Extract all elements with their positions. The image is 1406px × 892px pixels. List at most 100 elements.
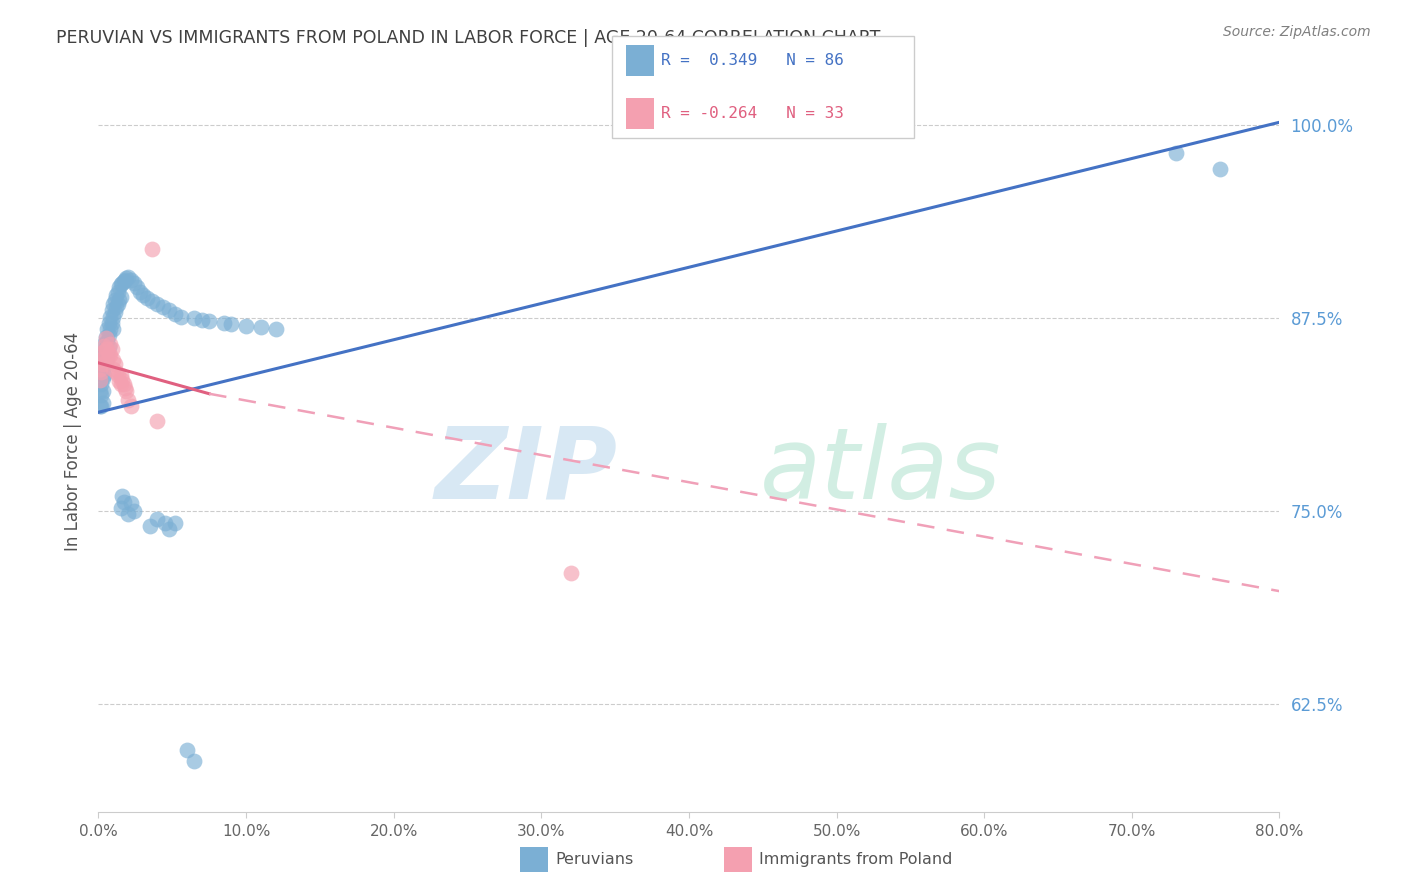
Point bbox=[89, 384, 111, 398]
Point bbox=[117, 507, 139, 521]
Text: ZIP: ZIP bbox=[434, 423, 619, 520]
Point bbox=[93, 337, 115, 351]
Text: PERUVIAN VS IMMIGRANTS FROM POLAND IN LABOR FORCE | AGE 20-64 CORRELATION CHART: PERUVIAN VS IMMIGRANTS FROM POLAND IN LA… bbox=[56, 29, 880, 46]
Point bbox=[191, 312, 214, 326]
Point bbox=[97, 346, 120, 360]
Point bbox=[90, 388, 112, 402]
Point bbox=[91, 345, 114, 359]
Point bbox=[122, 276, 145, 290]
Point bbox=[112, 377, 135, 392]
Point bbox=[98, 348, 121, 362]
Point bbox=[91, 352, 114, 367]
Point bbox=[90, 365, 112, 379]
Point bbox=[94, 331, 117, 345]
Point bbox=[136, 291, 159, 305]
Point bbox=[90, 377, 112, 392]
Point bbox=[110, 377, 132, 392]
Point bbox=[93, 346, 115, 360]
Point bbox=[111, 489, 134, 503]
Point bbox=[157, 523, 180, 537]
Point bbox=[115, 271, 138, 285]
Point bbox=[100, 316, 122, 330]
Point bbox=[146, 415, 169, 429]
Point bbox=[221, 318, 243, 332]
Point bbox=[235, 318, 257, 333]
Point bbox=[165, 306, 187, 320]
Point bbox=[120, 399, 142, 413]
Point bbox=[108, 293, 131, 307]
Point bbox=[560, 566, 582, 580]
Point bbox=[250, 320, 273, 334]
Point bbox=[91, 358, 114, 372]
Point bbox=[89, 373, 111, 387]
Point bbox=[91, 396, 114, 410]
Point bbox=[94, 329, 117, 343]
Point bbox=[132, 288, 155, 302]
Point bbox=[110, 368, 132, 383]
Point bbox=[89, 373, 111, 387]
Point bbox=[89, 362, 111, 376]
Point bbox=[96, 346, 118, 360]
Point bbox=[96, 342, 118, 356]
Point bbox=[91, 371, 114, 385]
Text: atlas: atlas bbox=[759, 423, 1001, 520]
Point bbox=[89, 365, 111, 379]
Point bbox=[183, 754, 205, 768]
Point bbox=[93, 350, 115, 364]
Point bbox=[90, 358, 112, 372]
Point bbox=[104, 305, 127, 319]
Point bbox=[97, 341, 120, 355]
Point bbox=[103, 362, 125, 376]
Point bbox=[105, 288, 128, 302]
Point bbox=[139, 519, 162, 533]
Point bbox=[93, 358, 115, 372]
Point bbox=[93, 339, 115, 353]
Point bbox=[104, 293, 127, 307]
Point bbox=[111, 373, 134, 387]
Point bbox=[96, 322, 118, 336]
Text: Peruvians: Peruvians bbox=[555, 853, 634, 867]
Point bbox=[105, 365, 128, 379]
Point bbox=[93, 368, 115, 383]
Point bbox=[97, 328, 120, 343]
Point bbox=[117, 269, 139, 284]
Point bbox=[114, 380, 136, 394]
Point bbox=[94, 352, 117, 367]
Point bbox=[103, 352, 125, 367]
Point bbox=[98, 322, 121, 336]
Point bbox=[1209, 161, 1232, 176]
Point bbox=[100, 303, 122, 318]
Point bbox=[170, 310, 193, 324]
Text: Immigrants from Poland: Immigrants from Poland bbox=[759, 853, 953, 867]
Point bbox=[264, 322, 287, 336]
Point bbox=[110, 500, 132, 515]
Point bbox=[115, 384, 138, 398]
Point bbox=[152, 301, 174, 315]
Point bbox=[103, 310, 125, 324]
Point bbox=[110, 277, 132, 292]
Point bbox=[117, 392, 139, 407]
Text: R = -0.264   N = 33: R = -0.264 N = 33 bbox=[661, 106, 844, 121]
Point bbox=[91, 362, 114, 376]
Point bbox=[107, 297, 129, 311]
Point bbox=[157, 303, 180, 318]
Y-axis label: In Labor Force | Age 20-64: In Labor Force | Age 20-64 bbox=[65, 332, 83, 551]
Point bbox=[103, 322, 125, 336]
Point bbox=[98, 310, 121, 324]
Point bbox=[125, 280, 148, 294]
Point bbox=[90, 365, 112, 379]
Point bbox=[104, 358, 127, 372]
Point bbox=[107, 285, 129, 299]
Point bbox=[94, 341, 117, 355]
Text: Source: ZipAtlas.com: Source: ZipAtlas.com bbox=[1223, 25, 1371, 39]
Point bbox=[91, 384, 114, 398]
Point bbox=[176, 743, 198, 757]
Point bbox=[165, 516, 187, 531]
Point bbox=[112, 274, 135, 288]
Point bbox=[108, 280, 131, 294]
Point bbox=[153, 516, 176, 531]
Point bbox=[105, 301, 128, 315]
Point bbox=[96, 352, 118, 367]
Point bbox=[146, 297, 169, 311]
Point bbox=[111, 276, 134, 290]
